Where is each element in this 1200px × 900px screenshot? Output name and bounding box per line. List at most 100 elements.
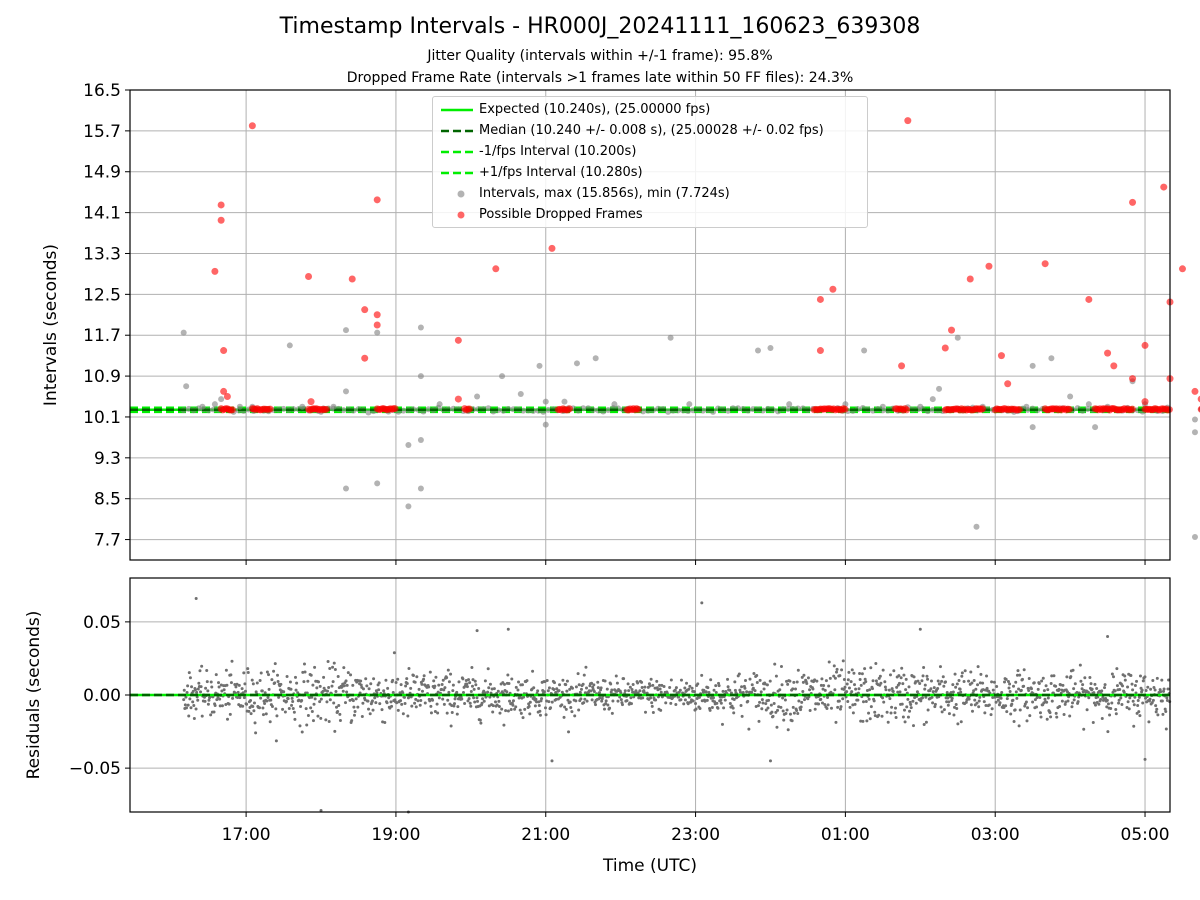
dropped-frame-point [229,406,237,414]
residual-point [343,701,347,705]
residual-point [1004,677,1008,681]
residual-point [348,698,352,702]
residual-point [253,721,257,725]
residual-point [897,681,901,685]
residual-point [441,678,445,682]
residual-point [1029,687,1033,691]
residual-point [199,685,203,689]
y-tick-label: 14.1 [83,204,121,224]
residual-point [182,698,186,702]
residual-point [243,682,247,686]
residual-point [560,703,564,707]
residual-point [199,690,203,694]
residual-point [990,707,994,711]
interval-point [725,407,732,414]
interval-point [686,401,693,408]
residual-point [1094,703,1098,707]
residual-point [709,678,713,682]
residual-point [758,678,762,682]
residual-point [338,718,342,722]
residual-point [817,702,821,706]
residual-point [238,696,242,700]
interval-point [545,406,552,413]
residual-point [936,679,940,683]
residual-point [469,704,473,708]
dropped-frame-point [997,352,1005,360]
dropped-frame-point [1041,260,1049,268]
residual-point [908,709,912,713]
residual-point [291,707,295,711]
residual-point [1160,699,1164,703]
residual-point [447,690,451,694]
residual-point [1040,679,1044,683]
residual-point [1093,682,1097,686]
residual-point [763,682,767,686]
residual-point [998,701,1002,705]
residual-point [756,704,760,708]
residual-point [898,690,902,694]
residual-point [842,677,846,681]
residual-point [897,674,901,678]
residual-point [342,666,346,670]
residual-point [977,705,981,709]
residual-point [658,683,662,687]
residual-point [273,662,277,666]
residual-point [929,687,933,691]
residual-point [883,685,887,689]
residual-point [649,696,653,700]
residual-point [1057,687,1061,691]
residual-point [1052,674,1056,678]
residual-point [592,690,596,694]
residual-point [295,681,299,685]
residual-point [473,679,477,683]
residual-point [835,670,839,674]
residual-point [719,698,723,702]
residual-point [760,707,764,711]
residual-point [200,714,204,718]
residual-point [1016,669,1020,673]
dropped-frame-point [1178,265,1186,273]
residual-point [352,713,356,717]
residual-point [846,678,850,682]
residual-point [338,712,342,716]
residual-point [597,691,601,695]
residual-point [583,691,587,695]
residual-point [655,679,659,683]
y-tick-label: 8.5 [94,490,121,510]
y-tick-label: 14.9 [83,163,121,183]
residual-point [327,686,331,690]
residual-point [1126,685,1130,689]
residual-point [1110,672,1114,676]
residual-point [953,672,957,676]
residual-point [1003,680,1007,684]
residual-point [960,674,964,678]
residual-point [864,680,868,684]
residual-point [405,677,409,681]
y-tick-label: −0.05 [69,759,121,779]
residual-point [1041,676,1045,680]
residual-point [871,679,875,683]
residual-point [801,690,805,694]
residual-point [436,690,440,694]
residual-point [1120,702,1124,706]
residual-point [252,709,256,713]
residual-point [748,677,752,681]
residual-point [237,683,241,687]
residual-point [427,685,431,689]
residual-point [209,713,213,717]
dropped-frame-point [548,244,556,252]
residual-point [726,677,730,681]
interval-point [342,388,349,395]
residual-point [576,672,580,676]
legend-label: Median (10.240 +/- 0.008 s), (25.00028 +… [479,123,824,138]
residual-point [958,687,962,691]
residual-point [834,720,838,724]
residual-point [940,710,944,714]
residual-point [554,697,558,701]
residual-point [674,686,678,690]
residual-point [268,720,272,724]
chart-title: Timestamp Intervals - HR000J_20241111_16… [279,14,921,39]
y-tick-label: 9.3 [94,449,121,469]
residual-point [464,679,468,683]
residual-point [206,702,210,706]
